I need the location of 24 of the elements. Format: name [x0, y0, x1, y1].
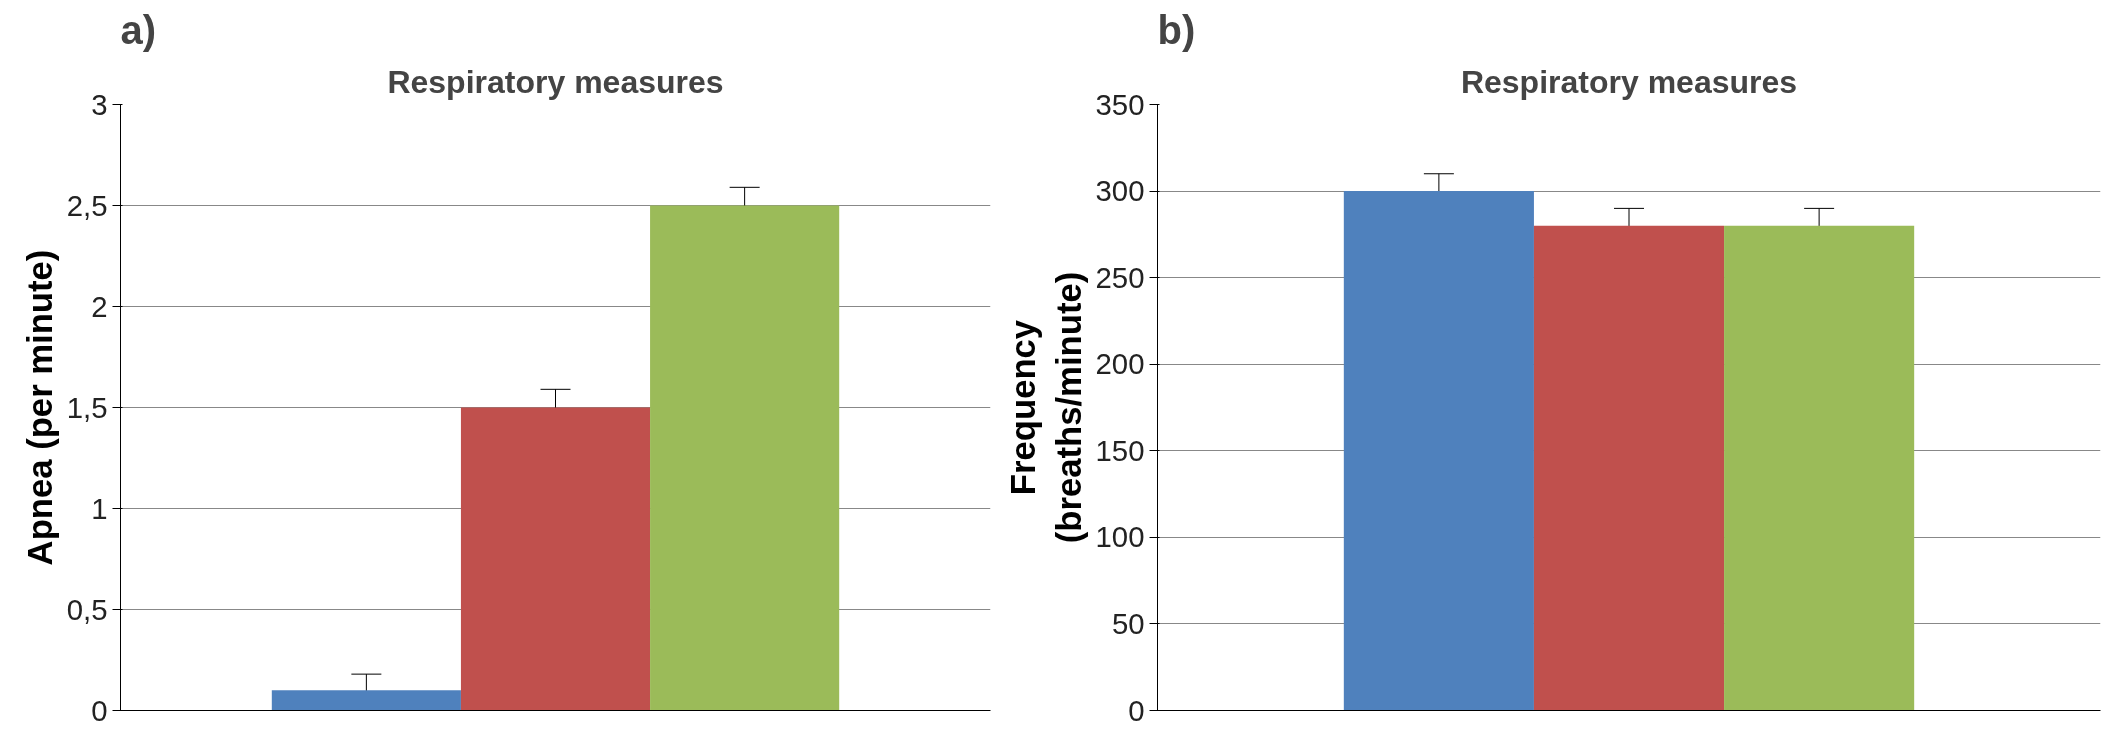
text: a)	[120, 7, 157, 52]
chart-title: Respiratory measures	[1460, 63, 1798, 100]
text: b)	[1157, 7, 1196, 52]
y-axis-title: Frequency (breaths/minute)	[1003, 271, 1088, 544]
chart-title: Respiratory measures	[387, 63, 724, 100]
y-tick-label: 0	[1128, 693, 1145, 727]
y-tick-label: 3	[91, 87, 108, 121]
y-tick-label: 0,5	[66, 592, 108, 626]
y-tick-label: 1,5	[66, 390, 108, 424]
y-tick-label: 300	[1095, 174, 1145, 208]
y-tick-label: 100	[1095, 520, 1145, 554]
bar	[460, 407, 651, 711]
y-tick-label: 50	[1111, 606, 1145, 640]
y-tick-label: 2,5	[66, 188, 108, 222]
y-tick-label: 1	[91, 491, 108, 525]
y-tick-label: 2	[91, 289, 108, 323]
y-tick-label: 200	[1095, 347, 1145, 381]
bar	[271, 690, 461, 711]
y-axis-title: Apnea (per minute)	[20, 249, 59, 566]
y-tick-label: 250	[1095, 260, 1145, 294]
y-tick-label: 0	[91, 693, 108, 727]
bar	[650, 205, 840, 711]
y-tick-label: 150	[1095, 433, 1145, 467]
y-tick-label: 350	[1095, 87, 1145, 121]
